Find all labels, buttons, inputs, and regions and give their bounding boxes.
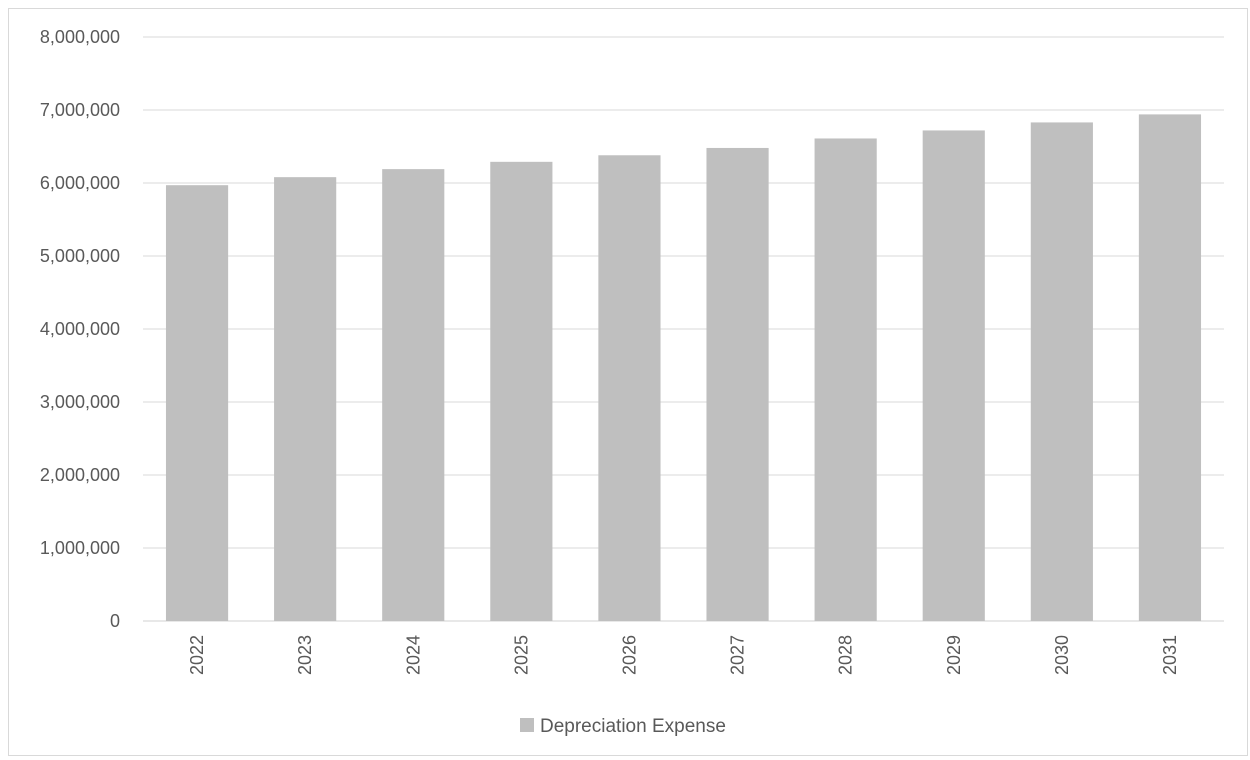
- x-tick-label: 2025: [511, 635, 531, 675]
- bar-2022: [165, 185, 229, 621]
- bar-2026: [598, 155, 661, 621]
- y-tick-label: 0: [110, 611, 120, 631]
- bar-2029: [922, 130, 985, 621]
- bar-2028: [814, 138, 877, 621]
- y-tick-label: 3,000,000: [40, 392, 120, 412]
- bar-2027: [706, 147, 769, 621]
- y-tick-label: 4,000,000: [40, 319, 120, 339]
- x-tick-label: 2023: [295, 635, 315, 675]
- y-tick-label: 6,000,000: [40, 173, 120, 193]
- x-tick-label: 2024: [403, 635, 423, 675]
- x-tick-label: 2026: [619, 635, 639, 675]
- legend: Depreciation Expense: [520, 716, 726, 737]
- legend-swatch: [520, 718, 534, 732]
- bars: [165, 114, 1202, 621]
- x-tick-label: 2027: [728, 635, 748, 675]
- x-tick-label: 2022: [187, 635, 207, 675]
- bar-2031: [1138, 114, 1202, 621]
- bar-2030: [1030, 122, 1093, 621]
- x-tick-label: 2028: [836, 635, 856, 675]
- x-tick-label: 2030: [1052, 635, 1072, 675]
- x-tick-label: 2031: [1160, 635, 1180, 675]
- y-axis-tick-labels: 0 1,000,000 2,000,000 3,000,000 4,000,000 5,0…: [40, 27, 120, 631]
- y-tick-label: 1,000,000: [40, 538, 120, 558]
- y-tick-label: 5,000,000: [40, 246, 120, 266]
- x-tick-label: 2029: [944, 635, 964, 675]
- bar-2025: [490, 161, 553, 621]
- x-axis-tick-labels: 2022 2023 2024 2025 2026 2027 2028 2029 2030 2031: [187, 635, 1180, 675]
- y-tick-label: 8,000,000: [40, 27, 120, 47]
- y-tick-label: 7,000,000: [40, 100, 120, 120]
- y-tick-label: 2,000,000: [40, 465, 120, 485]
- legend-label: Depreciation Expense: [540, 716, 726, 737]
- bar-2024: [382, 169, 445, 621]
- bar-2023: [274, 177, 337, 621]
